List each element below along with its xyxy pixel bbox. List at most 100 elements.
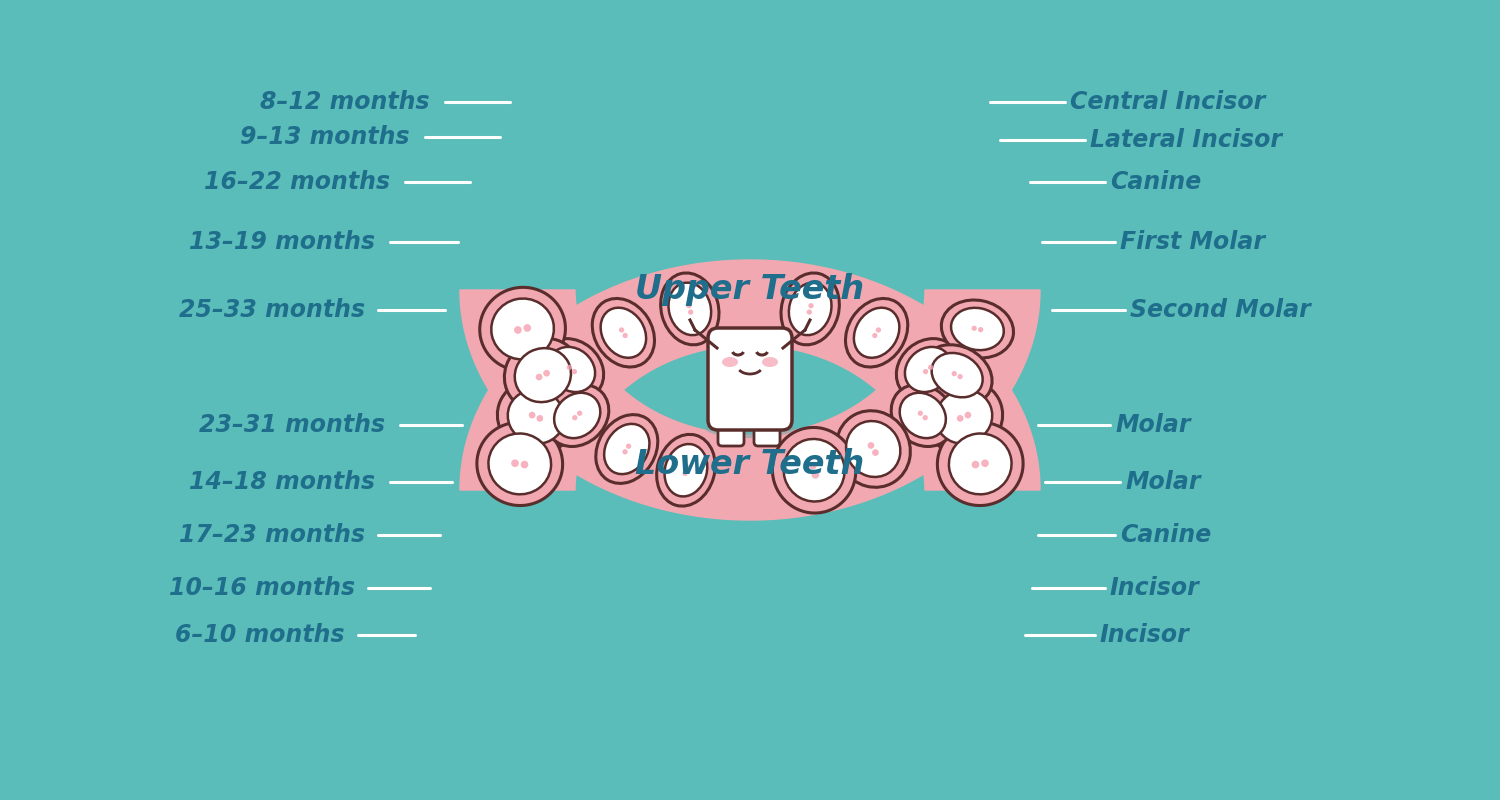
Circle shape [572, 415, 578, 420]
Circle shape [687, 303, 692, 308]
Circle shape [512, 459, 519, 467]
Text: 8–12 months: 8–12 months [261, 90, 430, 114]
Ellipse shape [932, 353, 982, 398]
Text: Lower Teeth: Lower Teeth [636, 449, 864, 482]
Text: Central Incisor: Central Incisor [1070, 90, 1264, 114]
Circle shape [871, 333, 877, 338]
Ellipse shape [942, 300, 1014, 358]
Circle shape [867, 442, 874, 449]
Ellipse shape [900, 393, 946, 438]
Text: Incisor: Incisor [1100, 623, 1190, 647]
Circle shape [578, 410, 582, 416]
Circle shape [808, 303, 813, 308]
Circle shape [922, 369, 928, 374]
Ellipse shape [492, 298, 554, 359]
Ellipse shape [846, 298, 908, 367]
Circle shape [543, 370, 550, 377]
Circle shape [572, 369, 578, 374]
Circle shape [978, 327, 984, 332]
Ellipse shape [660, 273, 718, 345]
Text: First Molar: First Molar [1120, 230, 1264, 254]
Circle shape [972, 326, 976, 331]
Ellipse shape [762, 357, 778, 367]
Circle shape [682, 470, 687, 476]
Circle shape [964, 412, 970, 418]
Text: 25–33 months: 25–33 months [178, 298, 364, 322]
Ellipse shape [936, 390, 992, 444]
Ellipse shape [853, 308, 900, 358]
Ellipse shape [596, 414, 658, 483]
Ellipse shape [600, 308, 646, 358]
Ellipse shape [846, 421, 900, 477]
Circle shape [684, 465, 690, 470]
Circle shape [688, 310, 693, 314]
Circle shape [622, 333, 628, 338]
Ellipse shape [657, 434, 716, 506]
Circle shape [871, 450, 879, 456]
Ellipse shape [789, 282, 831, 335]
Circle shape [957, 415, 963, 422]
Ellipse shape [509, 390, 564, 444]
Circle shape [524, 324, 531, 332]
Circle shape [520, 461, 528, 469]
Ellipse shape [705, 418, 795, 438]
Ellipse shape [554, 393, 600, 438]
Text: 16–22 months: 16–22 months [204, 170, 390, 194]
Ellipse shape [604, 424, 650, 474]
Polygon shape [460, 290, 1040, 520]
Circle shape [808, 462, 816, 470]
Ellipse shape [950, 434, 1011, 494]
Text: Incisor: Incisor [1110, 576, 1200, 600]
Circle shape [514, 326, 522, 334]
Circle shape [536, 374, 543, 380]
Ellipse shape [938, 422, 1023, 506]
Ellipse shape [926, 380, 1002, 454]
Circle shape [928, 365, 933, 370]
Ellipse shape [782, 273, 840, 345]
Text: Second Molar: Second Molar [1130, 298, 1311, 322]
Ellipse shape [592, 298, 654, 367]
Circle shape [567, 365, 572, 370]
Ellipse shape [783, 439, 844, 502]
Text: Molar: Molar [1114, 413, 1191, 437]
Circle shape [622, 449, 627, 454]
Ellipse shape [722, 357, 738, 367]
Circle shape [812, 471, 819, 478]
Circle shape [981, 459, 988, 467]
Ellipse shape [480, 287, 566, 370]
Circle shape [922, 415, 928, 420]
Text: 9–13 months: 9–13 months [240, 125, 410, 149]
Circle shape [972, 461, 980, 469]
Text: 10–16 months: 10–16 months [170, 576, 356, 600]
Ellipse shape [772, 427, 856, 513]
Ellipse shape [922, 345, 992, 406]
Circle shape [537, 415, 543, 422]
Circle shape [620, 327, 624, 333]
Ellipse shape [498, 380, 574, 454]
Ellipse shape [951, 308, 1004, 350]
Circle shape [876, 327, 880, 333]
Text: Canine: Canine [1110, 170, 1202, 194]
Ellipse shape [669, 282, 711, 335]
Circle shape [626, 443, 632, 449]
Ellipse shape [904, 347, 951, 392]
Text: Canine: Canine [1120, 523, 1212, 547]
Ellipse shape [549, 347, 596, 392]
Text: Lateral Incisor: Lateral Incisor [1090, 128, 1282, 152]
Polygon shape [460, 260, 1040, 490]
Text: Molar: Molar [1125, 470, 1200, 494]
Text: 17–23 months: 17–23 months [178, 523, 364, 547]
Ellipse shape [836, 410, 910, 487]
FancyBboxPatch shape [718, 408, 744, 446]
Text: Upper Teeth: Upper Teeth [636, 274, 864, 306]
Ellipse shape [514, 348, 572, 402]
Ellipse shape [477, 422, 562, 506]
Ellipse shape [540, 338, 603, 400]
Text: 23–31 months: 23–31 months [200, 413, 386, 437]
Text: 14–18 months: 14–18 months [189, 470, 375, 494]
Ellipse shape [546, 385, 609, 446]
Ellipse shape [504, 338, 582, 412]
Ellipse shape [891, 385, 954, 446]
Circle shape [957, 374, 963, 379]
Text: 6–10 months: 6–10 months [176, 623, 345, 647]
